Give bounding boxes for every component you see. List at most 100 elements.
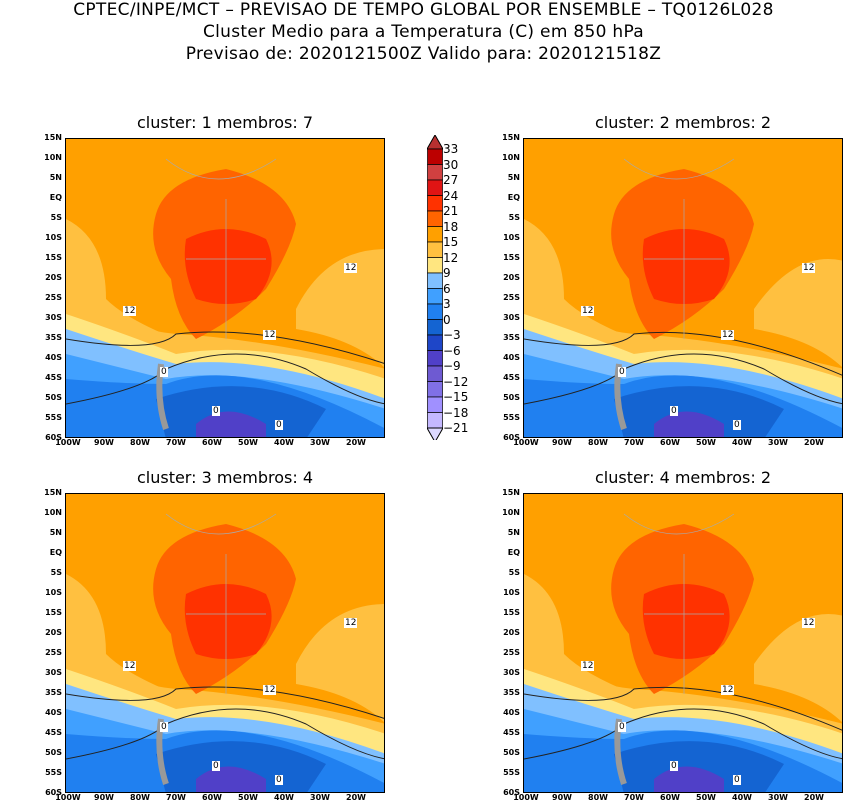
lat-tick: 25S — [45, 293, 62, 302]
main-title: CPTEC/INPE/MCT – PREVISAO DE TEMPO GLOBA… — [73, 0, 774, 20]
colorbar-bin — [427, 303, 443, 320]
contour-label: 0 — [670, 761, 678, 771]
colorbar-label: −21 — [443, 421, 469, 435]
panel-title: cluster: 1 membros: 7 — [136, 113, 314, 132]
contour-label: 0 — [160, 722, 168, 732]
lon-tick: 100W — [513, 793, 539, 802]
lat-tick: 5S — [50, 213, 62, 222]
colorbar-bin — [427, 195, 443, 212]
subtitle: Cluster Medio para a Temperatura (C) em … — [202, 22, 645, 42]
lon-tick: 40W — [274, 438, 294, 447]
contour-label: 12 — [344, 263, 358, 273]
lat-tick: 10S — [503, 588, 520, 597]
lat-tick: 20S — [45, 628, 62, 637]
colorbar-label: 24 — [443, 188, 459, 203]
lat-tick: 50S — [45, 393, 62, 402]
contour-label: 0 — [275, 775, 283, 785]
colorbar-bin — [427, 179, 443, 196]
lon-tick: 100W — [513, 438, 539, 447]
colorbar-label: −15 — [443, 390, 469, 404]
colorbar-bin — [427, 319, 443, 336]
lat-tick: 20S — [503, 628, 520, 637]
colorbar-bin — [427, 396, 443, 413]
lat-tick: 15N — [44, 133, 62, 142]
colorbar-bin — [427, 288, 443, 305]
lon-tick: 60W — [202, 438, 222, 447]
lat-tick: 45S — [503, 373, 520, 382]
temperature-map — [523, 493, 843, 793]
lat-tick: 5N — [49, 173, 62, 182]
lon-tick: 90W — [94, 438, 114, 447]
lat-tick: 25S — [45, 648, 62, 657]
lat-tick: 55S — [45, 768, 62, 777]
lat-tick: 10N — [502, 153, 520, 162]
lat-tick: 45S — [45, 373, 62, 382]
lon-tick: 70W — [624, 793, 644, 802]
contour-label: 12 — [123, 661, 137, 671]
lat-tick: 15S — [45, 253, 62, 262]
colorbar-bin — [427, 350, 443, 367]
lat-tick: 60S — [45, 788, 62, 797]
lat-tick: 15S — [45, 608, 62, 617]
contour-label: 12 — [581, 306, 595, 316]
lon-tick: 80W — [130, 438, 150, 447]
contour-label: 0 — [618, 367, 626, 377]
colorbar-label: 0 — [443, 312, 451, 327]
lon-tick: 40W — [732, 438, 752, 447]
lat-tick: 15S — [503, 253, 520, 262]
contour-label: 12 — [263, 330, 277, 340]
lat-tick: 10N — [502, 508, 520, 517]
contour-label: 12 — [581, 661, 595, 671]
lon-tick: 20W — [346, 793, 366, 802]
colorbar-bin — [427, 148, 443, 165]
lon-tick: 50W — [238, 793, 258, 802]
lat-tick: 45S — [45, 728, 62, 737]
lat-tick: 15S — [503, 608, 520, 617]
contour-label: 0 — [618, 722, 626, 732]
lat-tick: 15N — [44, 488, 62, 497]
colorbar-label: 30 — [443, 157, 459, 172]
lat-tick: 10N — [44, 508, 62, 517]
lat-tick: 5S — [50, 568, 62, 577]
contour-label: 0 — [212, 761, 220, 771]
contour-label: 12 — [721, 685, 735, 695]
colorbar-bin — [427, 272, 443, 289]
lat-tick: 35S — [45, 333, 62, 342]
lat-tick: 40S — [503, 708, 520, 717]
temperature-map — [65, 493, 385, 793]
lon-tick: 20W — [804, 793, 824, 802]
lon-tick: 80W — [588, 793, 608, 802]
lat-tick: 35S — [45, 688, 62, 697]
lat-tick: EQ — [507, 193, 520, 202]
lat-tick: 5S — [508, 213, 520, 222]
lon-tick: 20W — [346, 438, 366, 447]
contour-label: 12 — [802, 618, 816, 628]
lat-tick: 40S — [45, 708, 62, 717]
lat-tick: 5N — [49, 528, 62, 537]
colorbar-bin — [427, 164, 443, 181]
contour-label: 0 — [733, 420, 741, 430]
contour-label: 0 — [275, 420, 283, 430]
colorbar-bin — [427, 381, 443, 398]
lon-tick: 80W — [130, 793, 150, 802]
lat-tick: 25S — [503, 293, 520, 302]
lat-tick: 50S — [45, 748, 62, 757]
lon-tick: 50W — [696, 438, 716, 447]
contour-label: 12 — [721, 330, 735, 340]
colorbar-bin — [427, 412, 443, 429]
contour-label: 0 — [212, 406, 220, 416]
lat-tick: 25S — [503, 648, 520, 657]
colorbar-label: 27 — [443, 173, 459, 187]
colorbar-bin — [427, 365, 443, 382]
lon-tick: 60W — [660, 438, 680, 447]
lon-tick: 40W — [732, 793, 752, 802]
lat-tick: 30S — [45, 313, 62, 322]
colorbar-label: 15 — [443, 235, 459, 249]
lon-tick: 60W — [660, 793, 680, 802]
lon-tick: 70W — [624, 438, 644, 447]
lat-tick: 15N — [502, 133, 520, 142]
lat-tick: 60S — [45, 433, 62, 442]
lat-tick: EQ — [49, 193, 62, 202]
lat-tick: 50S — [503, 748, 520, 757]
lat-tick: 30S — [503, 313, 520, 322]
